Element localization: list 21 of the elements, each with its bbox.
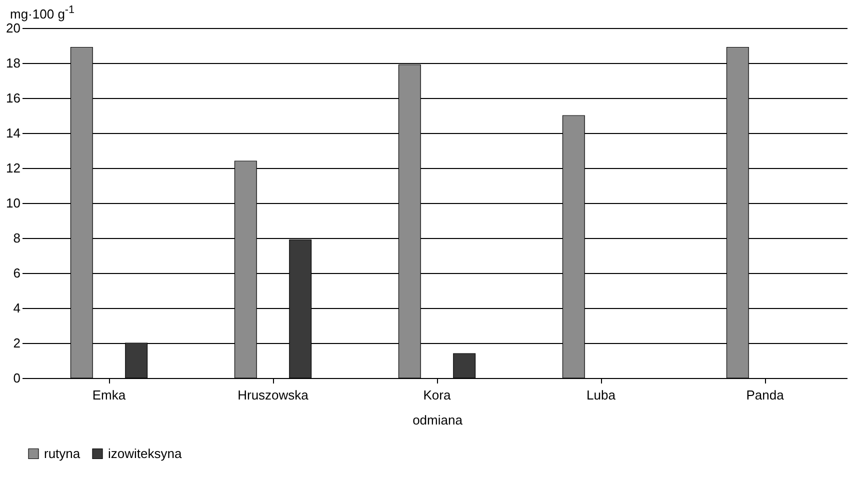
y-tick-label: 0 xyxy=(13,370,20,386)
y-tick-label: 8 xyxy=(13,230,20,246)
y-axis-title: mg·100 g$^{-1}$ xyxy=(10,4,75,22)
y-tick-label: 20 xyxy=(6,20,20,36)
x-tick-label: Luba xyxy=(586,388,616,402)
y-tick-label: 12 xyxy=(6,160,20,176)
x-tick-label: Emka xyxy=(92,388,126,402)
y-tick-label: 18 xyxy=(6,56,20,70)
y-tick-label: 2 xyxy=(13,336,20,350)
x-tick-label: Kora xyxy=(423,388,452,402)
x-tick-label: Panda xyxy=(746,388,785,402)
bar xyxy=(453,353,476,378)
legend-label: rutyna xyxy=(44,446,81,461)
x-axis-title: odmiana xyxy=(412,412,464,428)
y-tick-label: 10 xyxy=(6,196,20,210)
y-tick-label: 4 xyxy=(13,300,20,316)
y-tick-label: 6 xyxy=(13,266,20,280)
legend-label: izowiteksyna xyxy=(108,446,182,461)
x-tick-label: Hruszowska xyxy=(238,388,310,402)
y-tick-label: 16 xyxy=(6,90,20,106)
y-tick-label: 14 xyxy=(6,126,20,140)
